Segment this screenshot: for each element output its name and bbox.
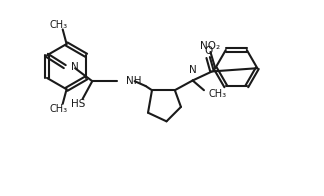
Text: NH: NH [126,76,141,86]
Text: CH₃: CH₃ [50,20,68,30]
Text: CH₃: CH₃ [208,89,226,99]
Text: HS: HS [72,99,86,110]
Text: O: O [204,46,212,56]
Text: NO₂: NO₂ [200,41,221,51]
Text: CH₃: CH₃ [50,104,68,114]
Text: N: N [71,62,78,72]
Text: N: N [189,65,197,75]
